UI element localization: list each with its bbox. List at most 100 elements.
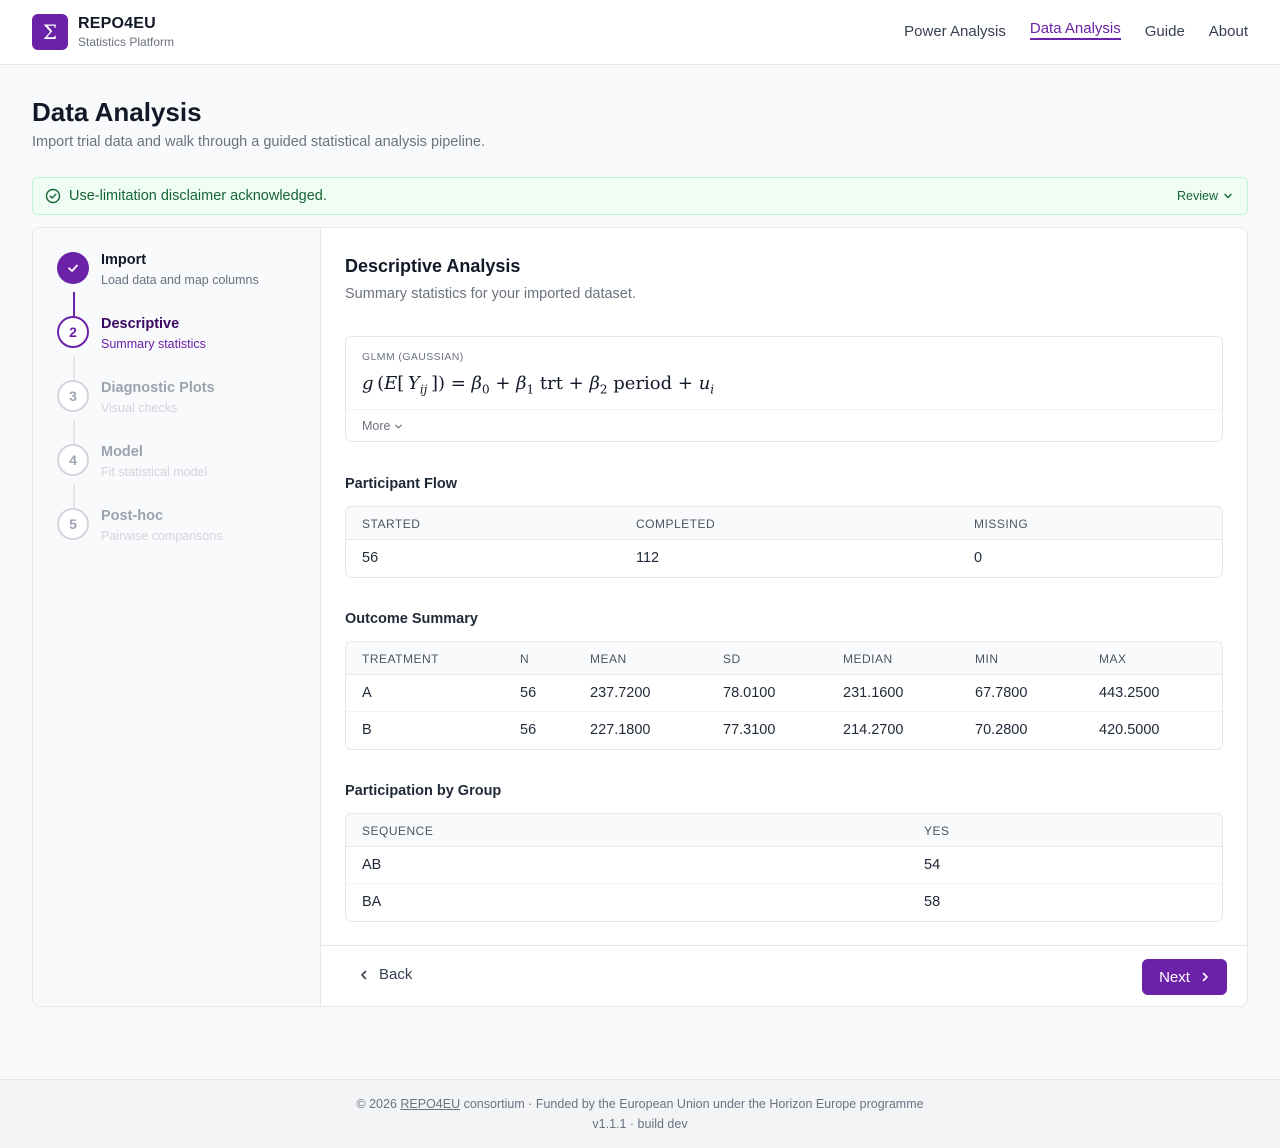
table-cell: 231.1600	[843, 685, 904, 701]
column-header: MISSING	[974, 517, 1029, 531]
table-cell: AB	[362, 857, 382, 873]
column-header: N	[520, 652, 530, 666]
table-row: A 56 237.7200 78.0100 231.1600 67.7800 4…	[346, 675, 1222, 712]
column-header: MIN	[975, 652, 999, 666]
review-button[interactable]: Review	[1177, 189, 1233, 203]
nav-data-analysis[interactable]: Data Analysis	[1029, 20, 1121, 40]
table-header: STARTED COMPLETED MISSING	[346, 507, 1222, 540]
column-header: MEAN	[590, 652, 627, 666]
participant-flow-table: STARTED COMPLETED MISSING 56 112 0	[345, 506, 1223, 578]
top-bar: Σ REPO4EU Statistics Platform Power Anal…	[0, 0, 1280, 65]
step-connector	[73, 292, 75, 324]
step-number: 4	[57, 444, 89, 476]
step-desc: Load data and map columns	[101, 273, 259, 287]
table-cell: 54	[924, 857, 941, 873]
step-check-icon	[57, 252, 89, 284]
more-toggle[interactable]: More	[362, 419, 403, 433]
formula-more-bar: More	[346, 409, 1222, 441]
more-label: More	[362, 419, 391, 433]
banner-text: Use-limitation disclaimer acknowledged.	[69, 188, 327, 204]
table-row: 56 112 0	[346, 540, 1222, 577]
table-cell: 67.7800	[975, 685, 1028, 701]
step-number: 3	[57, 380, 89, 412]
chevron-right-icon	[1202, 972, 1208, 982]
analysis-card: Import Load data and map columns 2 Descr…	[32, 227, 1248, 1007]
chevron-left-icon	[361, 970, 367, 979]
column-header: SEQUENCE	[362, 824, 434, 838]
column-header: SD	[723, 652, 741, 666]
step-title: Model	[101, 444, 143, 460]
table-header: SEQUENCE YES	[346, 814, 1222, 847]
table-cell: B	[362, 722, 372, 738]
step-title: Descriptive	[101, 316, 180, 332]
back-button[interactable]: Back	[359, 966, 412, 983]
table-cell: 237.7200	[590, 685, 651, 701]
step-desc: Pairwise comparisons	[101, 529, 223, 543]
table-cell: 77.3100	[723, 722, 776, 738]
table-cell: 56	[362, 550, 379, 566]
table-cell: 443.2500	[1099, 685, 1160, 701]
chevron-down-icon	[395, 424, 403, 428]
footer-link[interactable]: REPO4EU	[400, 1097, 461, 1111]
main-nav: Power Analysis Data Analysis Guide About	[904, 0, 1248, 64]
step-connector	[73, 420, 75, 452]
table-cell: 58	[924, 894, 941, 910]
footer-version: v1.1.1 · build dev	[592, 1117, 688, 1131]
column-header: COMPLETED	[636, 517, 716, 531]
column-header: MEDIAN	[843, 652, 893, 666]
step-title: Diagnostic Plots	[101, 380, 215, 396]
footer-suffix: consortium · Funded by the European Unio…	[460, 1097, 924, 1111]
table-cell: 78.0100	[723, 685, 776, 701]
step-title: Import	[101, 252, 147, 268]
step-number: 5	[57, 508, 89, 540]
footer-prefix: © 2026	[356, 1097, 401, 1111]
column-header: MAX	[1099, 652, 1127, 666]
step-title: Post-hoc	[101, 508, 164, 524]
nav-guide[interactable]: Guide	[1144, 22, 1185, 40]
page-title: Data Analysis	[32, 97, 202, 127]
table-row: AB 54	[346, 847, 1222, 884]
column-header: STARTED	[362, 517, 421, 531]
nav-about[interactable]: About	[1208, 22, 1248, 40]
table-cell: 56	[520, 685, 537, 701]
column-header: TREATMENT	[362, 652, 439, 666]
logo-icon[interactable]: Σ	[32, 14, 68, 50]
formula-label: GLMM (GAUSSIAN)	[362, 351, 464, 363]
table-cell: 214.2700	[843, 722, 904, 738]
disclaimer-banner: Use-limitation disclaimer acknowledged. …	[32, 177, 1248, 215]
outcome-summary-title: Outcome Summary	[345, 611, 478, 627]
nav-power-analysis[interactable]: Power Analysis	[904, 22, 1006, 40]
table-cell: BA	[362, 894, 382, 910]
table-row: BA 58	[346, 884, 1222, 921]
page-footer: © 2026 REPO4EU consortium · Funded by th…	[0, 1079, 1280, 1148]
table-cell: 0	[974, 550, 983, 566]
brand-name[interactable]: REPO4EU	[78, 15, 156, 32]
table-cell: A	[362, 685, 372, 701]
next-label: Next	[1159, 968, 1190, 986]
table-cell: 420.5000	[1099, 722, 1160, 738]
section-subtitle: Summary statistics for your imported dat…	[345, 286, 636, 302]
participant-flow-title: Participant Flow	[345, 476, 457, 492]
section-title: Descriptive Analysis	[345, 256, 521, 276]
table-row: B 56 227.1800 77.3100 214.2700 70.2800 4…	[346, 712, 1222, 749]
outcome-summary-table: TREATMENT N MEAN SD MEDIAN MIN MAX A 56 …	[345, 641, 1223, 750]
model-formula: g (E[ Yij ]) = β0 + β1 trt + β2 period +…	[362, 373, 715, 397]
column-header: YES	[924, 824, 950, 838]
step-desc: Visual checks	[101, 401, 178, 415]
card-footer: Back Next	[321, 945, 1247, 1006]
table-header: TREATMENT N MEAN SD MEDIAN MIN MAX	[346, 642, 1222, 675]
step-connector	[73, 356, 75, 388]
table-cell: 227.1800	[590, 722, 651, 738]
table-cell: 112	[636, 550, 660, 566]
brand-subtitle: Statistics Platform	[78, 35, 175, 49]
table-cell: 56	[520, 722, 537, 738]
next-button[interactable]: Next	[1142, 959, 1227, 995]
participation-table: SEQUENCE YES AB 54 BA 58	[345, 813, 1223, 922]
step-desc: Summary statistics	[101, 337, 206, 351]
table-cell: 70.2800	[975, 722, 1028, 738]
chevron-down-icon	[1224, 193, 1232, 199]
check-circle-icon	[45, 188, 61, 204]
review-label: Review	[1177, 189, 1218, 203]
step-connector	[73, 484, 75, 516]
step-number: 2	[57, 316, 89, 348]
